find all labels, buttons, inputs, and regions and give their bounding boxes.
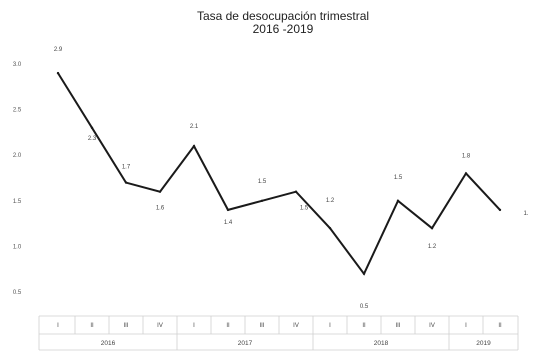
data-point	[294, 190, 298, 193]
category-label: II	[90, 323, 94, 329]
category-label: III	[123, 323, 128, 329]
data-label: 1.7	[122, 165, 131, 171]
y-tick-label: 0.5	[13, 290, 22, 296]
data-label: 2.3	[88, 136, 97, 142]
y-tick-label: 3.0	[13, 62, 22, 68]
category-label: I	[193, 323, 195, 329]
category-label: III	[395, 323, 400, 329]
category-label: I	[57, 323, 59, 329]
year-label: 2018	[374, 340, 389, 347]
y-tick-label: 1.0	[13, 244, 22, 250]
data-point	[362, 272, 366, 275]
data-label: 2.9	[54, 47, 63, 53]
data-point	[192, 144, 196, 148]
category-label: IV	[429, 323, 435, 329]
data-label: 1.2	[326, 198, 335, 204]
data-label: 1.2	[428, 244, 437, 250]
category-label: IV	[293, 323, 299, 329]
series-line	[57, 72, 501, 276]
category-label: III	[259, 323, 264, 329]
data-label: 1.5	[300, 206, 309, 212]
y-tick-label: 2.5	[13, 108, 22, 114]
data-label: 1.8	[462, 153, 471, 159]
data-label: 1.4	[224, 220, 233, 226]
data-label: 1.	[523, 211, 528, 217]
data-point	[260, 199, 264, 202]
chart-title: Tasa de desocupación trimestral	[197, 9, 369, 23]
data-point	[328, 226, 332, 230]
category-label: IV	[157, 323, 163, 329]
y-tick-label: 2.0	[13, 153, 22, 159]
data-point	[56, 71, 60, 75]
data-label: 0.5	[360, 304, 369, 310]
category-label: II	[498, 323, 502, 329]
category-label: II	[362, 323, 366, 329]
data-label: 1.5	[394, 175, 403, 181]
year-label: 2017	[238, 340, 253, 347]
category-label: II	[226, 323, 230, 329]
data-point	[430, 226, 434, 230]
data-label: 1.5	[258, 179, 267, 185]
data-point	[158, 190, 162, 193]
chart-subtitle: 2016 -2019	[253, 22, 314, 36]
year-label: 2019	[476, 340, 491, 347]
data-point	[498, 208, 502, 212]
data-label: 2.1	[190, 124, 199, 130]
data-point	[396, 199, 400, 202]
data-point	[90, 126, 94, 130]
category-label: I	[465, 323, 467, 329]
data-point	[464, 172, 468, 175]
category-label: I	[329, 323, 331, 329]
data-point	[226, 208, 230, 212]
y-axis: 3.0 2.5 2.0 1.5 1.0 0.5	[13, 62, 22, 296]
plot-area: 2.9 2.3 1.7 1.6 2.1 1.4 1.5 1.5 1.2 0.5 1.5 1.2 1.8 1…	[54, 47, 529, 310]
data-label: 1.6	[156, 206, 165, 212]
data-point	[124, 181, 128, 184]
y-tick-label: 1.5	[13, 199, 22, 205]
year-label: 2016	[101, 340, 116, 347]
